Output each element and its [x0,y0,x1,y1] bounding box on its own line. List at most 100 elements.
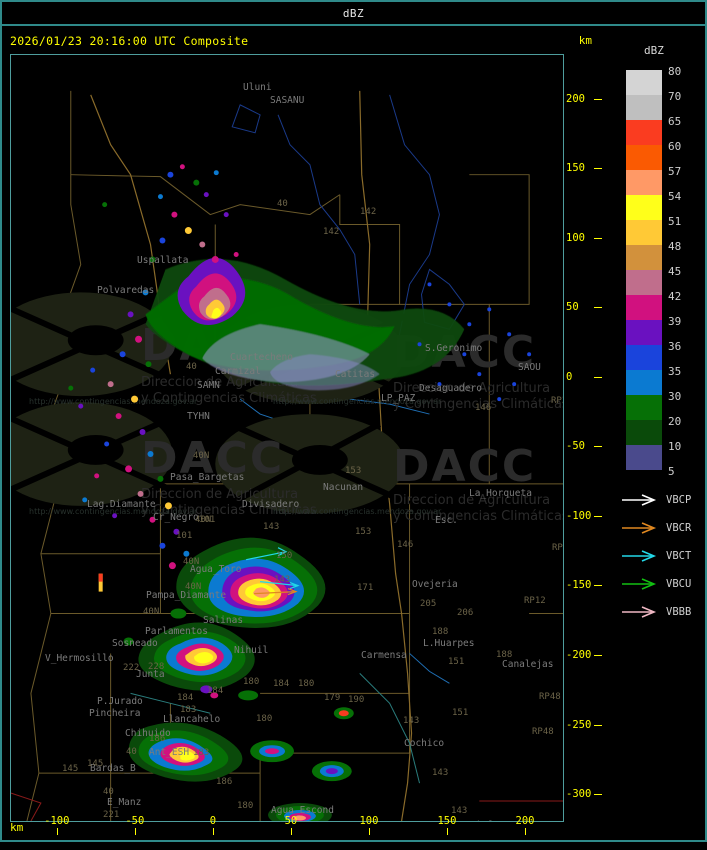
vector-arrow-icon [622,522,657,534]
place-label: Cochico [404,738,445,749]
route-label: 188 [432,627,449,637]
colorbar-title: dBZ [644,44,664,57]
place-label: S.Geronimo [425,343,483,354]
route-label: 171 [357,583,374,593]
route-label: 40 [277,199,288,209]
y-axis-tick-label: -100 [566,509,592,522]
colorbar-swatch [626,370,662,395]
colorbar-swatch [626,195,662,220]
colorbar-panel: dBZ 80 70 65 60 57 54 51 48 45 42 39 36 35 30 20 10 5 VB… [614,28,705,840]
route-label: 180 [256,714,273,724]
vector-arrow-icon [622,550,657,562]
route-label: 40 [186,362,197,372]
route-label: 228 [148,662,165,672]
colorbar-swatch [626,445,662,470]
route-label: 146 [475,403,492,413]
colorbar-tick-label: 51 [668,215,682,228]
vector-legend-row: VBBB [620,598,706,626]
colorbar-swatch [626,95,662,120]
route-label: 142 [360,207,377,217]
vector-legend: VBCP VBCR VBCT VBCU VBBB [620,486,706,626]
y-axis-tick [594,307,602,309]
route-label: 101 [199,515,216,525]
x-axis-tick [56,828,58,835]
route-label: 40 [103,787,114,797]
place-label: Llancahelo [163,714,221,725]
place-label: Lag.Diamante [87,499,156,510]
place-label: La_Horqueta [469,488,532,499]
x-axis-tick [212,828,214,835]
colorbar-swatch [626,295,662,320]
place-label: Agua_Toro [190,564,242,575]
place-label: V_Hermosillo [45,653,114,664]
route-label: 143 [451,806,468,816]
colorbar-swatch [626,395,662,420]
y-axis-tick [594,168,602,170]
x-axis-tick [134,828,136,835]
y-axis-tick-label: -250 [566,718,592,731]
radar-plot-panel: 2026/01/23 20:16:00 UTC Composite km km [4,28,610,840]
route-label: 145 [87,759,104,769]
route-label: 143 [403,716,420,726]
route-label: 40N [193,451,210,461]
place-label: SAOU [518,362,541,373]
x-axis-tick-label: -50 [125,815,145,827]
vector-arrow-icon [622,606,657,618]
colorbar-tick-label: 65 [668,115,682,128]
colorbar-swatch [626,70,662,95]
y-axis-tick [594,515,602,517]
vector-legend-row: VBCR [620,514,706,542]
route-label: 205 [420,599,437,609]
route-label: RP3 [551,396,563,406]
place-label: Desaguadero [419,383,482,394]
x-axis-tick-label: 100 [359,815,379,827]
route-label: 183 [193,748,210,758]
route-label: 180 [243,677,260,687]
place-label: SASANU [270,95,305,106]
route-label: RP3 [552,543,563,553]
route-label: 40 [126,747,137,757]
vector-legend-label: VBCT [666,550,692,562]
colorbar-swatch [626,345,662,370]
place-label: Ant_ESH [149,747,190,758]
route-label: 143 [263,522,280,532]
x-axis-tick [290,828,292,835]
route-label: 143 [432,768,449,778]
vector-legend-label: VBCP [666,494,692,506]
colorbar-swatch [626,120,662,145]
colorbar-tick-label: 10 [668,440,682,453]
route-label: 184 [273,679,290,689]
place-label: Chihuido [125,728,171,739]
colorbar-swatch [626,270,662,295]
vector-legend-label: VBCU [666,578,692,590]
y-axis-tick [594,585,602,587]
route-label: 206 [457,608,474,618]
place-label: Esc. [435,515,458,526]
colorbar-tick-label: 35 [668,365,682,378]
route-label: 186 [216,777,233,787]
colorbar-swatch [626,220,662,245]
place-label: SAMN [197,380,220,391]
colorbar-tick-label: 30 [668,390,682,403]
route-label: RP12 [524,596,546,606]
route-label: 184 [177,693,194,703]
y-axis-tick-label: -200 [566,649,592,662]
x-axis-tick [446,828,448,835]
route-label: 190 [348,695,365,705]
y-axis-tick-label: -300 [566,788,592,801]
place-label: Nacunan [323,482,364,493]
route-label: 40N [185,582,202,592]
colorbar-swatch [626,245,662,270]
place-label: Agua_Escond [271,805,334,816]
route-label: 153 [355,527,372,537]
x-axis-tick [368,828,370,835]
colorbar-tick-label: 60 [668,140,682,153]
route-label: 40N [143,607,160,617]
colorbar-swatch [626,420,662,445]
route-label: 188 [496,650,513,660]
y-axis-tick [594,655,602,657]
radar-map-canvas[interactable]: DACC DACC DACC DACC Direccion de Agricul… [10,54,564,822]
place-label: Sosneado [112,638,158,649]
place-label: Bardas_B [90,763,136,774]
x-axis: -100 -50 0 50 100 150 200 [10,815,570,850]
